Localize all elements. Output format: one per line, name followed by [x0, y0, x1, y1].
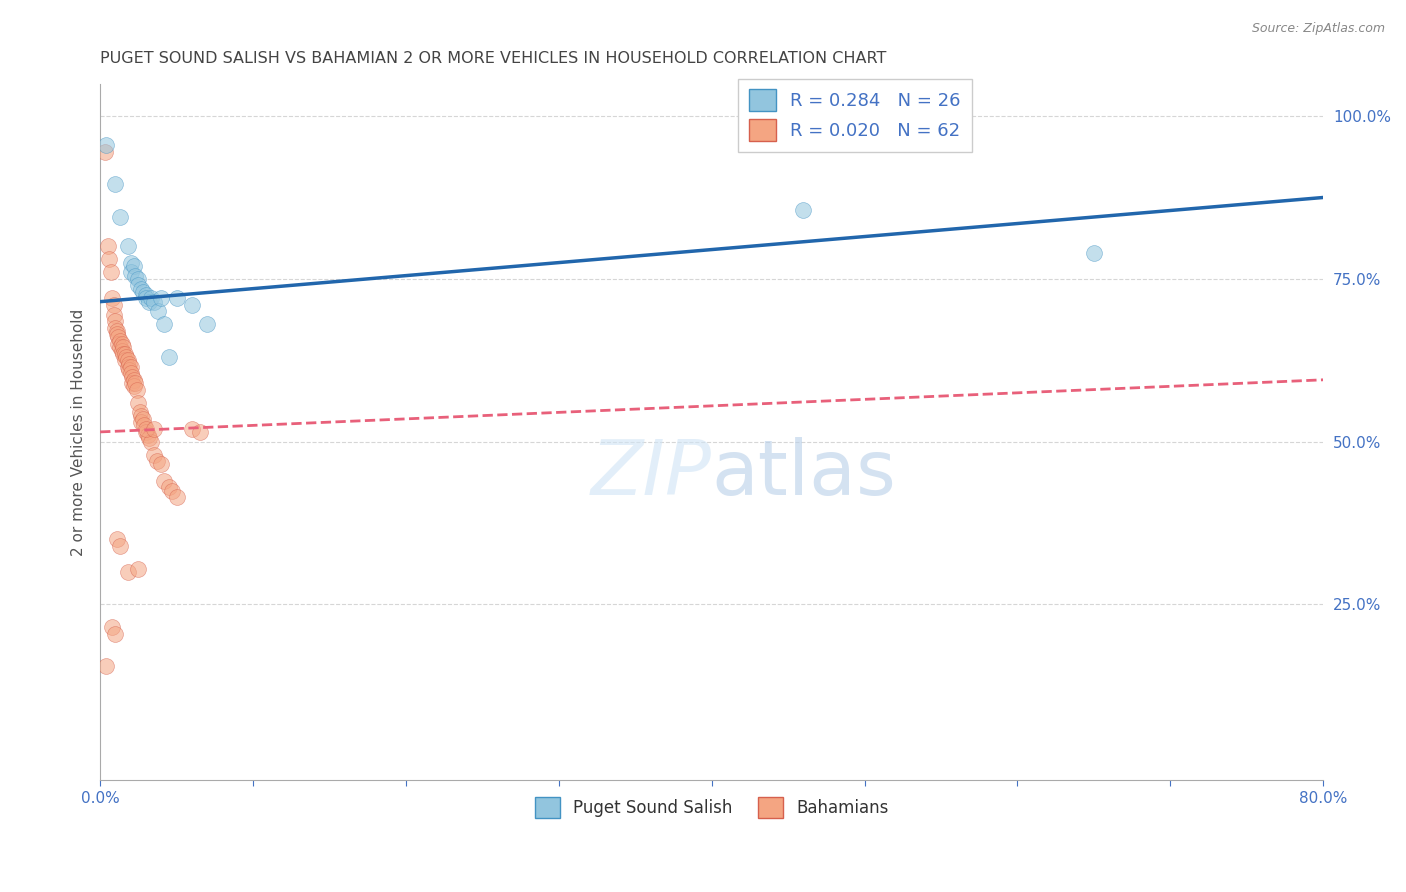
Point [135, 425, 157, 439]
Point [105, 327, 128, 342]
Point [122, 373, 145, 387]
Point [142, 294, 165, 309]
Point [125, 383, 148, 397]
Point [93, 145, 115, 159]
Point [96, 138, 118, 153]
Point [180, 422, 202, 436]
Point [117, 359, 139, 374]
Legend: Puget Sound Salish, Bahamians: Puget Sound Salish, Bahamians [529, 790, 896, 824]
Point [160, 483, 183, 498]
Point [101, 620, 124, 634]
Point [157, 350, 180, 364]
Point [153, 318, 176, 332]
Point [120, 359, 142, 374]
Point [108, 334, 131, 348]
Point [105, 533, 128, 547]
Point [148, 304, 170, 318]
Point [142, 422, 165, 436]
Point [120, 366, 142, 380]
Point [120, 265, 142, 279]
Point [132, 285, 155, 299]
Point [121, 376, 143, 390]
Point [105, 324, 128, 338]
Point [110, 337, 132, 351]
Point [131, 409, 153, 423]
Point [138, 294, 160, 309]
Point [117, 565, 139, 579]
Point [101, 292, 124, 306]
Point [131, 282, 153, 296]
Point [135, 288, 157, 302]
Point [110, 343, 132, 358]
Point [122, 259, 145, 273]
Text: Source: ZipAtlas.com: Source: ZipAtlas.com [1251, 22, 1385, 36]
Point [118, 363, 141, 377]
Point [107, 337, 129, 351]
Point [136, 428, 159, 442]
Point [153, 474, 176, 488]
Point [96, 659, 118, 673]
Point [115, 350, 138, 364]
Text: atlas: atlas [711, 437, 897, 511]
Point [135, 422, 157, 436]
Point [104, 627, 127, 641]
Point [127, 272, 149, 286]
Point [132, 412, 155, 426]
Point [138, 432, 160, 446]
Text: ZIP: ZIP [591, 437, 711, 511]
Point [108, 539, 131, 553]
Point [792, 203, 814, 218]
Point [188, 425, 211, 439]
Point [131, 415, 153, 429]
Point [112, 347, 135, 361]
Point [134, 418, 156, 433]
Point [135, 292, 157, 306]
Point [139, 434, 162, 449]
Point [100, 265, 122, 279]
Point [120, 255, 142, 269]
Point [124, 268, 146, 283]
Point [104, 178, 127, 192]
Point [104, 320, 127, 334]
Point [108, 340, 131, 354]
Point [127, 395, 149, 409]
Point [117, 353, 139, 368]
Point [166, 490, 188, 504]
Point [121, 369, 143, 384]
Point [112, 340, 135, 354]
Point [104, 314, 127, 328]
Point [118, 357, 141, 371]
Point [139, 292, 162, 306]
Point [150, 458, 173, 472]
Point [1083, 245, 1105, 260]
Point [180, 298, 202, 312]
Point [150, 292, 173, 306]
Point [142, 448, 165, 462]
Point [107, 330, 129, 344]
Point [103, 298, 125, 312]
Text: PUGET SOUND SALISH VS BAHAMIAN 2 OR MORE VEHICLES IN HOUSEHOLD CORRELATION CHART: PUGET SOUND SALISH VS BAHAMIAN 2 OR MORE… [100, 51, 887, 66]
Point [127, 562, 149, 576]
Point [145, 454, 167, 468]
Point [122, 379, 145, 393]
Y-axis label: 2 or more Vehicles in Household: 2 or more Vehicles in Household [72, 309, 86, 556]
Point [128, 405, 150, 419]
Point [98, 252, 121, 267]
Point [108, 210, 131, 224]
Point [103, 308, 125, 322]
Point [166, 292, 188, 306]
Point [114, 347, 136, 361]
Point [195, 318, 218, 332]
Point [114, 353, 136, 368]
Point [157, 480, 180, 494]
Point [127, 278, 149, 293]
Point [124, 376, 146, 390]
Point [97, 239, 120, 253]
Point [117, 239, 139, 253]
